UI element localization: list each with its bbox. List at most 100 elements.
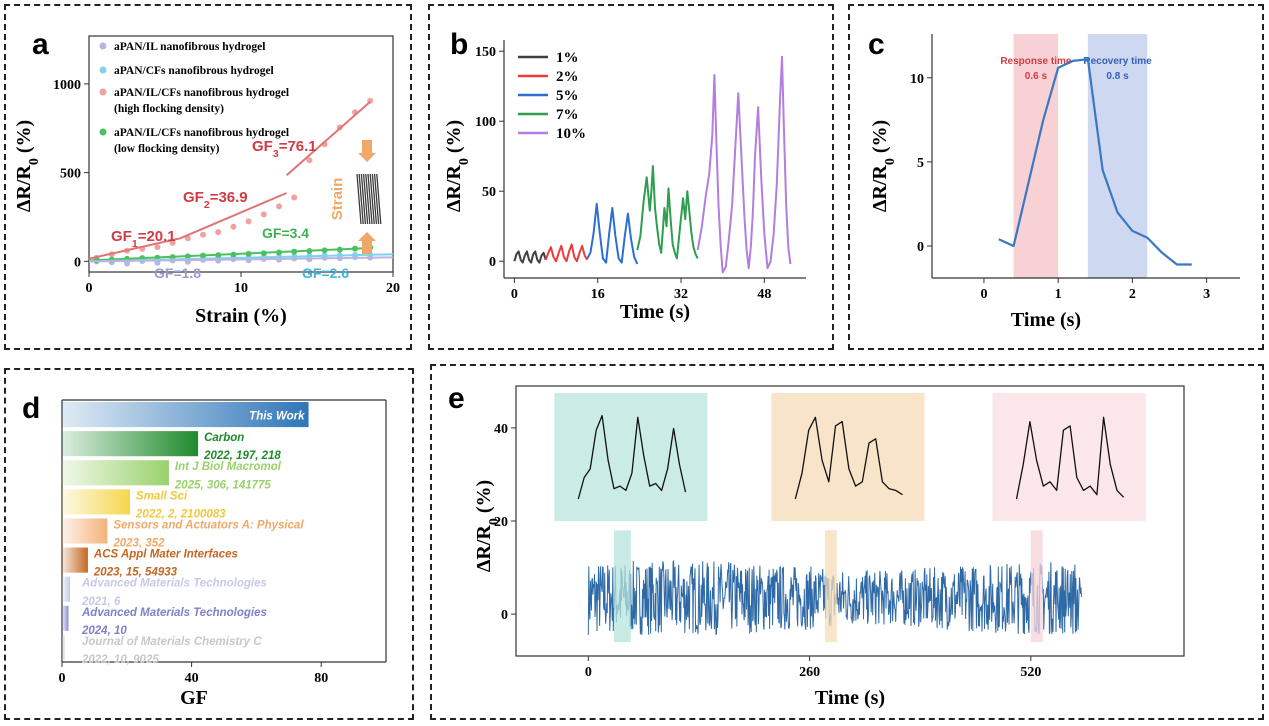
gf-annotation-part: =76.1: [279, 138, 317, 155]
x-tick-label: 0: [511, 287, 518, 302]
fit-line: [285, 100, 371, 177]
fit-line: [88, 237, 181, 260]
y-tick-label: 5: [917, 156, 924, 171]
gf-annotation: GF2=36.9: [183, 189, 248, 211]
bar-label: Small Sci: [136, 490, 188, 502]
y-axis-label-part: (%): [443, 120, 465, 158]
bar-label: Advanced Materials Technologies: [81, 607, 267, 619]
x-tick-label: 520: [1020, 665, 1041, 680]
legend-label: aPAN/IL nanofibrous hydrogel: [114, 41, 265, 53]
x-tick-label: 16: [591, 287, 605, 302]
y-tick-label: 40: [494, 422, 508, 437]
inset-trace: [577, 414, 687, 500]
x-axis-label: Time (s): [815, 687, 885, 709]
fit-line: [88, 247, 371, 262]
data-point-high: [154, 244, 161, 251]
fit-line: [179, 192, 287, 240]
gf-annotation-part: GF: [183, 189, 204, 206]
fabric-strip-icon: [362, 173, 369, 225]
bar: [62, 518, 108, 544]
legend-label: aPAN/IL/CFs nanofibrous hydrogel: [114, 87, 289, 99]
x-tick-label: 48: [757, 287, 771, 302]
inset-panel: [554, 392, 708, 521]
y-axis-label-part: (%): [473, 480, 495, 518]
bar-label: Journal of Materials Chemistry C: [82, 636, 262, 648]
highlight-band: [1030, 530, 1043, 643]
inset-trace: [1015, 416, 1125, 500]
highlight-band: [824, 530, 837, 643]
fit-line: [88, 256, 394, 263]
bar: [62, 460, 169, 486]
arrow-down-icon: [358, 232, 376, 254]
series-line-10%: [696, 55, 792, 274]
x-tick-label: 2: [1129, 287, 1136, 302]
gf-annotation-part: GF: [252, 138, 273, 155]
y-axis-label-part: ΔR/R: [869, 165, 891, 213]
x-tick-label: 0: [585, 665, 592, 680]
x-axis-label: Time (s): [620, 301, 690, 323]
y-axis-label: ΔR/R0 (%): [443, 120, 472, 212]
x-axis-label: Strain (%): [195, 305, 287, 327]
y-tick-label: 100: [475, 115, 496, 130]
y-axis-label-part: ΔR/R: [473, 525, 495, 573]
bar-label: Carbon: [204, 432, 244, 444]
bar: [62, 489, 131, 515]
bar: [62, 605, 69, 631]
bar: [62, 547, 88, 573]
gf-annotation-part: =20.1: [138, 228, 176, 245]
band-value: 0.6 s: [1025, 71, 1048, 82]
y-axis-label: ΔR/R0 (%): [13, 120, 42, 212]
panel-label: e: [448, 382, 465, 415]
y-axis-label-part: ΔR/R: [13, 165, 35, 213]
bar-ref: 2022, 2, 2100083: [135, 508, 226, 520]
bar-label: This Work: [249, 411, 305, 423]
y-axis-label: ΔR/R0 (%): [473, 480, 502, 572]
legend-label: 2%: [556, 69, 579, 85]
legend-label-2: (high flocking density): [114, 103, 224, 115]
legend-marker: [99, 128, 107, 136]
data-point-high: [306, 157, 313, 164]
y-axis-label-part: 0: [27, 158, 42, 165]
legend-label: 5%: [556, 88, 579, 104]
fabric-strip-icon: [356, 173, 362, 225]
y-tick-label: 500: [60, 167, 81, 182]
legend-marker: [99, 88, 107, 96]
fabric-strip-icon: [373, 173, 380, 225]
x-tick-label: 0: [59, 671, 66, 686]
panel-e: 0 260 520 0 20 40 Time (s) ΔR/R0 (%) e: [430, 364, 1264, 720]
bar-label: Int J Biol Macromol: [175, 461, 282, 473]
gf-annotation-part: GF: [111, 228, 132, 245]
inset-panel: [771, 392, 925, 521]
gf-annotation: GF=1.8: [154, 265, 201, 281]
y-tick-label: 0: [917, 240, 924, 255]
gf-annotation-part: =36.9: [210, 189, 248, 206]
bar-ref: 2024, 10: [81, 625, 127, 637]
gf-annotation: GF3=76.1: [252, 138, 317, 160]
gf-annotation: GF=2.6: [302, 265, 349, 281]
series-line-5%: [586, 202, 639, 265]
fabric-strip-icon: [367, 173, 373, 225]
bar-ref: 2021, 6: [81, 596, 121, 608]
data-point-high: [276, 203, 282, 210]
band-title: Response time: [1000, 56, 1072, 67]
panel-c: Response time 0.6 s Recovery time 0.8 s 0 1 2 3…: [848, 4, 1264, 350]
bar-ref: 2023, 15, 54933: [93, 567, 178, 579]
y-axis-label-part: 0: [457, 158, 472, 165]
x-axis-label: GF: [180, 687, 208, 709]
x-tick-label: 10: [234, 281, 248, 296]
bar: [62, 402, 309, 428]
data-point-high: [200, 231, 206, 238]
series-line-1%: [513, 250, 547, 264]
x-tick-label: 0: [980, 287, 987, 302]
panel-label: b: [450, 28, 468, 61]
legend-label-2: (low flocking density): [114, 143, 220, 155]
inset-trace: [794, 416, 903, 500]
bar-label: ACS Appl Mater Interfaces: [93, 549, 238, 561]
inset-panel: [992, 392, 1146, 521]
x-tick-label: 40: [185, 671, 199, 686]
legend-label: 7%: [556, 107, 579, 123]
gf-annotation-part: 1: [132, 238, 138, 250]
